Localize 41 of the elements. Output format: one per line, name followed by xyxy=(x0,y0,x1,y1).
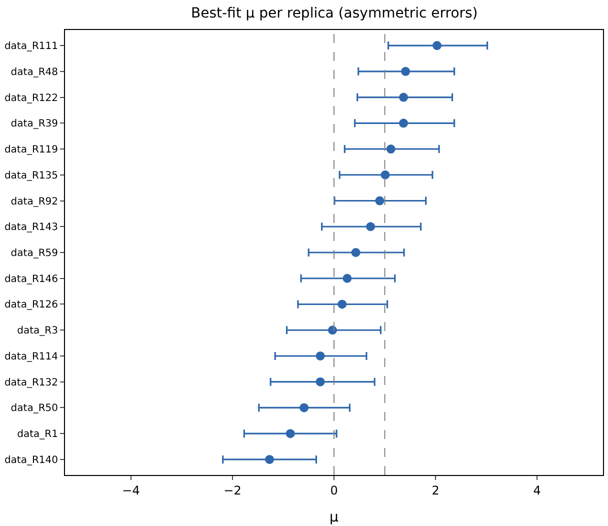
point xyxy=(380,170,390,180)
point xyxy=(265,454,274,464)
y-tick-label: data_R59 xyxy=(10,248,58,259)
y-tick-label: data_R135 xyxy=(4,170,58,182)
x-tick-label: 4 xyxy=(533,483,541,498)
point xyxy=(338,300,347,309)
y-tick-label: data_R39 xyxy=(10,118,58,130)
y-tick-label: data_R1 xyxy=(17,429,58,440)
point xyxy=(432,41,442,50)
chart-title: Best-fit μ per replica (asymmetric errors) xyxy=(191,6,478,22)
y-tick-label: data_R132 xyxy=(4,377,58,388)
y-tick-label: data_R50 xyxy=(10,403,58,414)
y-tick-label: data_R111 xyxy=(4,41,58,52)
x-tick-label: −4 xyxy=(122,483,140,498)
y-tick-label: data_R3 xyxy=(17,326,58,337)
y-tick-label: data_R114 xyxy=(4,351,58,362)
point xyxy=(300,403,309,412)
point xyxy=(399,92,408,102)
point xyxy=(342,274,352,283)
y-tick-label: data_R146 xyxy=(4,274,58,285)
y-tick-label: data_R143 xyxy=(4,222,58,234)
y-tick-label: data_R119 xyxy=(4,144,58,156)
y-tick-label: data_R48 xyxy=(10,66,58,78)
point xyxy=(328,326,337,335)
point xyxy=(399,118,408,128)
point xyxy=(386,144,396,154)
y-tick-label: data_R122 xyxy=(4,92,58,104)
x-tick-label: 2 xyxy=(432,483,440,498)
point xyxy=(375,196,384,206)
y-tick-label: data_R140 xyxy=(4,454,58,466)
x-axis-title: μ xyxy=(330,510,339,526)
point xyxy=(316,351,325,360)
y-tick-label: data_R92 xyxy=(10,196,58,208)
x-tick-label: −2 xyxy=(224,483,242,498)
x-tick-label: 0 xyxy=(330,483,338,498)
point xyxy=(316,377,325,386)
point xyxy=(351,248,360,257)
point xyxy=(401,66,410,76)
point xyxy=(286,429,295,438)
point xyxy=(366,222,376,232)
y-tick-label: data_R126 xyxy=(4,300,58,311)
